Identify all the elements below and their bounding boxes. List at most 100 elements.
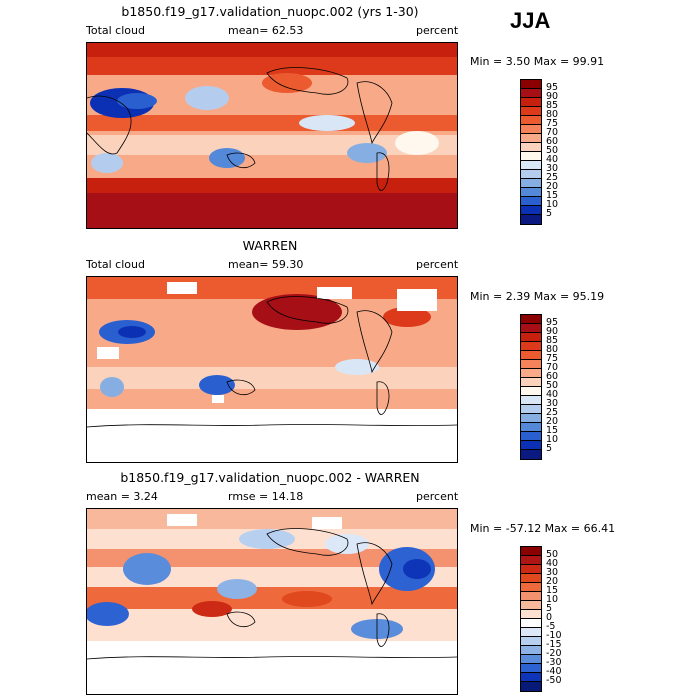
colorbar-tick-label: -50: [546, 675, 562, 686]
colorbar-swatch: [521, 387, 541, 396]
colorbar-swatch: [521, 324, 541, 333]
colorbar-tick-label: 70: [546, 362, 559, 373]
minmax-label-obs: Min = 2.39 Max = 95.19: [470, 290, 605, 303]
panel-title-model: b1850.f19_g17.validation_nuopc.002 (yrs …: [121, 4, 419, 19]
colorbar-tick-label: 15: [546, 190, 559, 201]
colorbar-tick-label: 40: [546, 558, 559, 569]
colorbar-swatch: [521, 369, 541, 378]
map-diff-field: [87, 509, 457, 694]
colorbar-tick-label: 10: [546, 594, 559, 605]
colorbar-swatch: [521, 655, 541, 664]
colorbar-swatch: [521, 646, 541, 655]
colorbar-tick-label: -40: [546, 666, 562, 677]
mean-label-obs: mean= 59.30: [228, 258, 304, 271]
colorbar-swatch: [521, 197, 541, 206]
colorbar-tick-label: -5: [546, 621, 556, 632]
colorbar-swatch: [521, 405, 541, 414]
field-label-model: Total cloud: [86, 24, 145, 37]
colorbar-swatch: [521, 592, 541, 601]
colorbar-swatch: [521, 565, 541, 574]
colorbar-swatch: [521, 179, 541, 188]
colorbar-tick-label: 15: [546, 585, 559, 596]
colorbar-swatch: [521, 637, 541, 646]
colorbar-swatch: [521, 378, 541, 387]
colorbar-tick-label: 70: [546, 127, 559, 138]
colorbar-swatch: [521, 450, 541, 459]
colorbar-swatch: [521, 574, 541, 583]
colorbar-swatch: [521, 360, 541, 369]
panel-title-diff: b1850.f19_g17.validation_nuopc.002 - WAR…: [120, 470, 420, 485]
panel-title-obs: WARREN: [242, 238, 298, 253]
colorbar-tick-label: -10: [546, 630, 562, 641]
colorbar-tick-label: 30: [546, 163, 559, 174]
colorbar-swatch: [521, 583, 541, 592]
colorbar-swatch: [521, 414, 541, 423]
colorbar-swatch: [521, 116, 541, 125]
colorbar-swatch: [521, 107, 541, 116]
colorbar-swatch: [521, 89, 541, 98]
rmse-label-diff: rmse = 14.18: [228, 490, 304, 503]
colorbar-tick-label: -15: [546, 639, 562, 650]
map-model-field: [87, 43, 457, 228]
colorbar-diff: [520, 546, 542, 692]
colorbar-tick-label: 60: [546, 371, 559, 382]
colorbar-model: [520, 79, 542, 225]
colorbar-swatch: [521, 143, 541, 152]
minmax-label-model: Min = 3.50 Max = 99.91: [470, 55, 605, 68]
colorbar-swatch: [521, 423, 541, 432]
colorbar-swatch: [521, 351, 541, 360]
colorbar-swatch: [521, 664, 541, 673]
colorbar-swatch: [521, 396, 541, 405]
colorbar-tick-label: 50: [546, 380, 559, 391]
colorbar-tick-label: 40: [546, 389, 559, 400]
colorbar-swatch: [521, 125, 541, 134]
colorbar-tick-label: 75: [546, 353, 559, 364]
colorbar-swatch: [521, 619, 541, 628]
colorbar-tick-label: 20: [546, 576, 559, 587]
colorbar-tick-label: 80: [546, 344, 559, 355]
colorbar-swatch: [521, 556, 541, 565]
colorbar-swatch: [521, 610, 541, 619]
colorbar-swatch: [521, 342, 541, 351]
colorbar-tick-label: 15: [546, 425, 559, 436]
colorbar-swatch: [521, 673, 541, 682]
colorbar-swatch: [521, 134, 541, 143]
mean-label-model: mean= 62.53: [228, 24, 304, 37]
colorbar-tick-label: -30: [546, 657, 562, 668]
field-label-obs: Total cloud: [86, 258, 145, 271]
colorbar-swatch: [521, 152, 541, 161]
colorbar-tick-label: 20: [546, 181, 559, 192]
colorbar-tick-label: 5: [546, 208, 553, 219]
colorbar-swatch: [521, 441, 541, 450]
colorbar-tick-label: 80: [546, 109, 559, 120]
colorbar-swatch: [521, 188, 541, 197]
colorbar-tick-label: 30: [546, 398, 559, 409]
units-label-model: percent: [416, 24, 459, 37]
colorbar-tick-label: 90: [546, 326, 559, 337]
colorbar-tick-label: 25: [546, 172, 559, 183]
colorbar-tick-label: 95: [546, 317, 559, 328]
colorbar-tick-label: 10: [546, 199, 559, 210]
colorbar-obs: [520, 314, 542, 460]
colorbar-swatch: [521, 628, 541, 637]
colorbar-swatch: [521, 333, 541, 342]
colorbar-tick-label: 60: [546, 136, 559, 147]
mean-label-diff: mean = 3.24: [86, 490, 158, 503]
colorbar-tick-label: 20: [546, 416, 559, 427]
map-obs: [86, 276, 458, 463]
colorbar-tick-label: 5: [546, 603, 553, 614]
colorbar-tick-label: 50: [546, 145, 559, 156]
colorbar-tick-label: 85: [546, 335, 559, 346]
colorbar-tick-label: 50: [546, 549, 559, 560]
colorbar-tick-label: 25: [546, 407, 559, 418]
map-model: [86, 42, 458, 229]
colorbar-swatch: [521, 601, 541, 610]
colorbar-tick-label: 85: [546, 100, 559, 111]
colorbar-tick-label: -20: [546, 648, 562, 659]
colorbar-tick-label: 95: [546, 82, 559, 93]
colorbar-tick-label: 30: [546, 567, 559, 578]
colorbar-tick-label: 75: [546, 118, 559, 129]
season-label: JJA: [510, 8, 551, 33]
colorbar-tick-label: 10: [546, 434, 559, 445]
colorbar-tick-label: 0: [546, 612, 553, 623]
